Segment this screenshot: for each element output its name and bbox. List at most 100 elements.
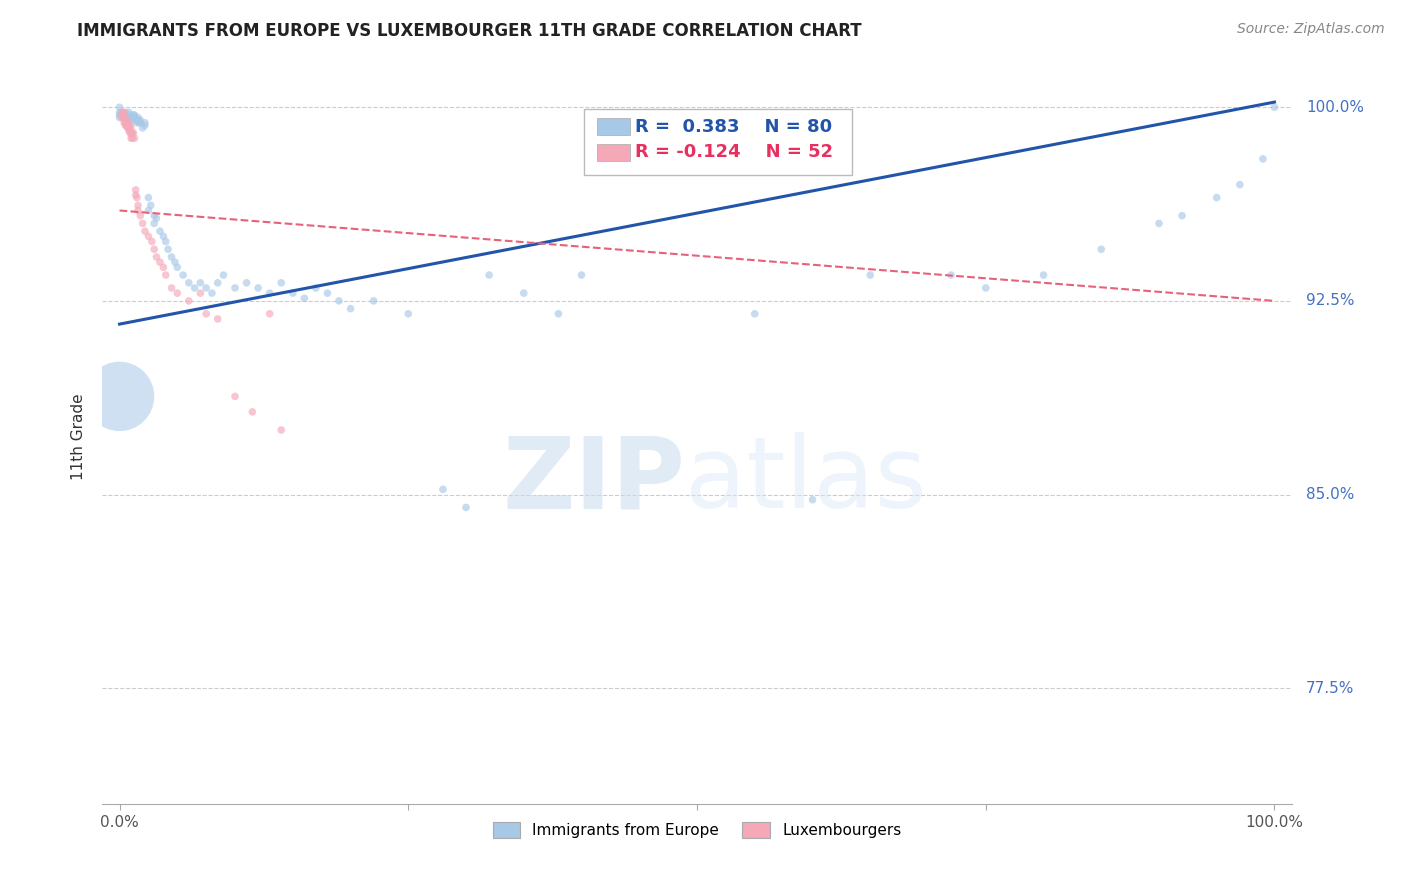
Point (127, 198, 149, 212)
Point (108, 389, 131, 403)
Point (801, 492, 824, 507)
Point (259, 307, 281, 321)
Point (172, 268, 194, 282)
Point (134, 224, 156, 238)
Point (112, 105, 135, 120)
Point (114, 108, 136, 122)
Point (160, 250, 183, 264)
Point (112, 116, 135, 130)
FancyBboxPatch shape (598, 118, 630, 136)
Point (149, 255, 172, 269)
Point (117, 120, 139, 135)
Point (124, 131, 146, 145)
Point (141, 235, 163, 249)
Point (118, 118, 141, 132)
Point (1229, 178, 1251, 192)
Point (118, 105, 141, 120)
Point (134, 118, 156, 132)
Point (129, 113, 152, 128)
Point (127, 111, 149, 125)
Point (195, 281, 218, 295)
Text: R =  0.383    N = 80: R = 0.383 N = 80 (636, 118, 832, 136)
Point (571, 268, 593, 282)
FancyBboxPatch shape (583, 109, 852, 175)
Point (454, 500, 477, 515)
Point (163, 255, 186, 269)
Text: R = -0.124    N = 52: R = -0.124 N = 52 (636, 143, 834, 161)
Point (108, 105, 131, 120)
Point (859, 268, 882, 282)
Point (177, 293, 200, 308)
Point (201, 286, 224, 301)
Point (478, 268, 501, 282)
Point (157, 242, 180, 256)
Text: 85.0%: 85.0% (1306, 487, 1354, 502)
Point (120, 131, 142, 145)
Point (224, 389, 246, 403)
Point (127, 113, 149, 128)
Point (131, 120, 153, 135)
Point (125, 113, 148, 128)
Point (183, 281, 205, 295)
Point (129, 209, 152, 223)
Point (112, 111, 135, 125)
FancyBboxPatch shape (598, 144, 630, 161)
Point (117, 116, 139, 130)
Point (155, 268, 177, 282)
Point (124, 111, 146, 125)
Point (207, 312, 229, 326)
Point (111, 105, 134, 120)
Point (247, 281, 270, 295)
Point (114, 118, 136, 132)
Point (111, 105, 134, 120)
Point (145, 211, 167, 226)
Point (547, 307, 569, 321)
Point (152, 229, 174, 244)
Point (108, 111, 131, 125)
Point (115, 118, 138, 132)
Point (177, 276, 200, 290)
Point (1251, 152, 1274, 166)
Point (190, 276, 212, 290)
Point (149, 224, 172, 238)
Point (190, 286, 212, 301)
Point (363, 293, 385, 308)
Point (122, 126, 145, 140)
Y-axis label: 11th Grade: 11th Grade (72, 393, 86, 480)
Point (145, 250, 167, 264)
Point (939, 268, 962, 282)
Point (124, 113, 146, 128)
Point (122, 111, 145, 125)
Point (117, 111, 139, 125)
Point (120, 113, 142, 128)
Point (166, 286, 188, 301)
Point (339, 301, 361, 316)
Point (270, 423, 292, 437)
Point (118, 126, 141, 140)
Point (118, 120, 141, 135)
Point (114, 111, 136, 125)
Point (513, 286, 536, 301)
Text: IMMIGRANTS FROM EUROPE VS LUXEMBOURGER 11TH GRADE CORRELATION CHART: IMMIGRANTS FROM EUROPE VS LUXEMBOURGER 1… (77, 22, 862, 40)
Point (152, 260, 174, 275)
Point (131, 216, 153, 230)
Point (114, 113, 136, 128)
Point (396, 307, 419, 321)
Point (207, 276, 229, 290)
Point (212, 268, 235, 282)
Point (125, 116, 148, 130)
Point (270, 276, 292, 290)
Point (124, 108, 146, 122)
Point (120, 120, 142, 135)
Text: atlas: atlas (685, 432, 927, 529)
Point (160, 281, 183, 295)
Point (1032, 268, 1054, 282)
Point (121, 131, 143, 145)
Point (108, 108, 131, 122)
Text: 92.5%: 92.5% (1306, 293, 1354, 309)
Point (143, 242, 166, 256)
Point (1147, 216, 1170, 230)
Point (292, 291, 315, 305)
Point (115, 116, 138, 130)
Point (138, 203, 160, 218)
